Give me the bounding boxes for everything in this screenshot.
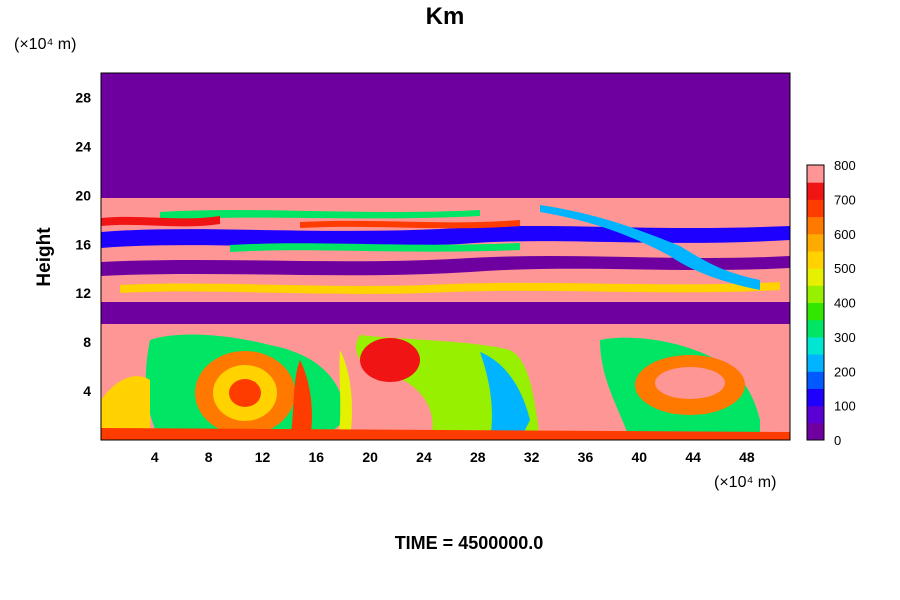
colorbar-segment [807,371,824,389]
colorbar-segment [807,182,824,200]
y-tick-label: 20 [75,187,91,203]
colorbar-tick-label: 300 [834,330,856,345]
y-unit-label: (×10⁴ m) [14,36,76,53]
y-tick-label: 8 [83,334,91,350]
x-tick-label: 24 [416,449,432,465]
x-tick-label: 40 [631,449,647,465]
colorbar-segment [807,354,824,372]
y-tick-label: 24 [75,138,91,154]
time-label: TIME = 4500000.0 [395,533,544,553]
colorbar-tick-label: 200 [834,364,856,379]
colorbar-tick-label: 600 [834,227,856,242]
colorbar-segment [807,199,824,218]
turbulent-band-streaks [101,205,790,294]
colorbar-frame [806,164,825,441]
x-tick-label: 8 [205,449,213,465]
y-tick-label: 16 [75,236,91,252]
x-tick-label: 44 [685,449,701,465]
chart-title: Km [426,3,465,30]
colorbar-segment [807,285,824,303]
colorbar-segment [807,165,824,183]
plot-area [101,73,790,440]
y-tick-label: 28 [75,89,91,105]
y-tick-label: 12 [75,285,91,301]
colorbar-tick-label: 0 [834,433,841,448]
plot-frame [100,72,791,441]
x-axis-ticks: 4 8 12 16 20 24 28 32 36 40 44 48 [151,449,755,465]
colorbar-tick-label: 700 [834,192,856,207]
colorbar-segment [807,405,824,424]
colorbar [806,164,825,441]
colorbar-segment [807,336,824,355]
y-axis-ticks: 4 8 12 16 20 24 28 [75,89,91,399]
colorbar-segment [807,216,824,235]
x-tick-label: 16 [309,449,325,465]
x-tick-label: 12 [255,449,271,465]
colorbar-segment [807,268,824,286]
colorbar-tick-label: 500 [834,261,856,276]
x-tick-label: 36 [578,449,594,465]
x-tick-label: 20 [362,449,378,465]
x-unit-label: (×10⁴ m) [714,474,776,491]
x-tick-label: 28 [470,449,486,465]
upper-stable-layer [101,73,790,203]
colorbar-ticks: 0 100 200 300 400 500 600 700 800 [834,158,856,448]
colorbar-segment [807,388,824,407]
quiet-gap [101,302,790,324]
y-tick-label: 4 [83,383,91,399]
x-tick-label: 32 [524,449,540,465]
colorbar-tick-label: 100 [834,399,856,414]
x-tick-label: 48 [739,449,755,465]
boundary-layer-eddies [101,334,790,440]
colorbar-segment [807,302,824,321]
colorbar-segment [807,250,824,269]
x-tick-label: 4 [151,449,159,465]
colorbar-tick-label: 400 [834,296,856,311]
colorbar-segment [807,233,824,252]
colorbar-tick-label: 800 [834,158,856,173]
y-axis-label: Height [34,227,55,287]
colorbar-segment [807,319,824,338]
colorbar-segment [807,422,824,441]
